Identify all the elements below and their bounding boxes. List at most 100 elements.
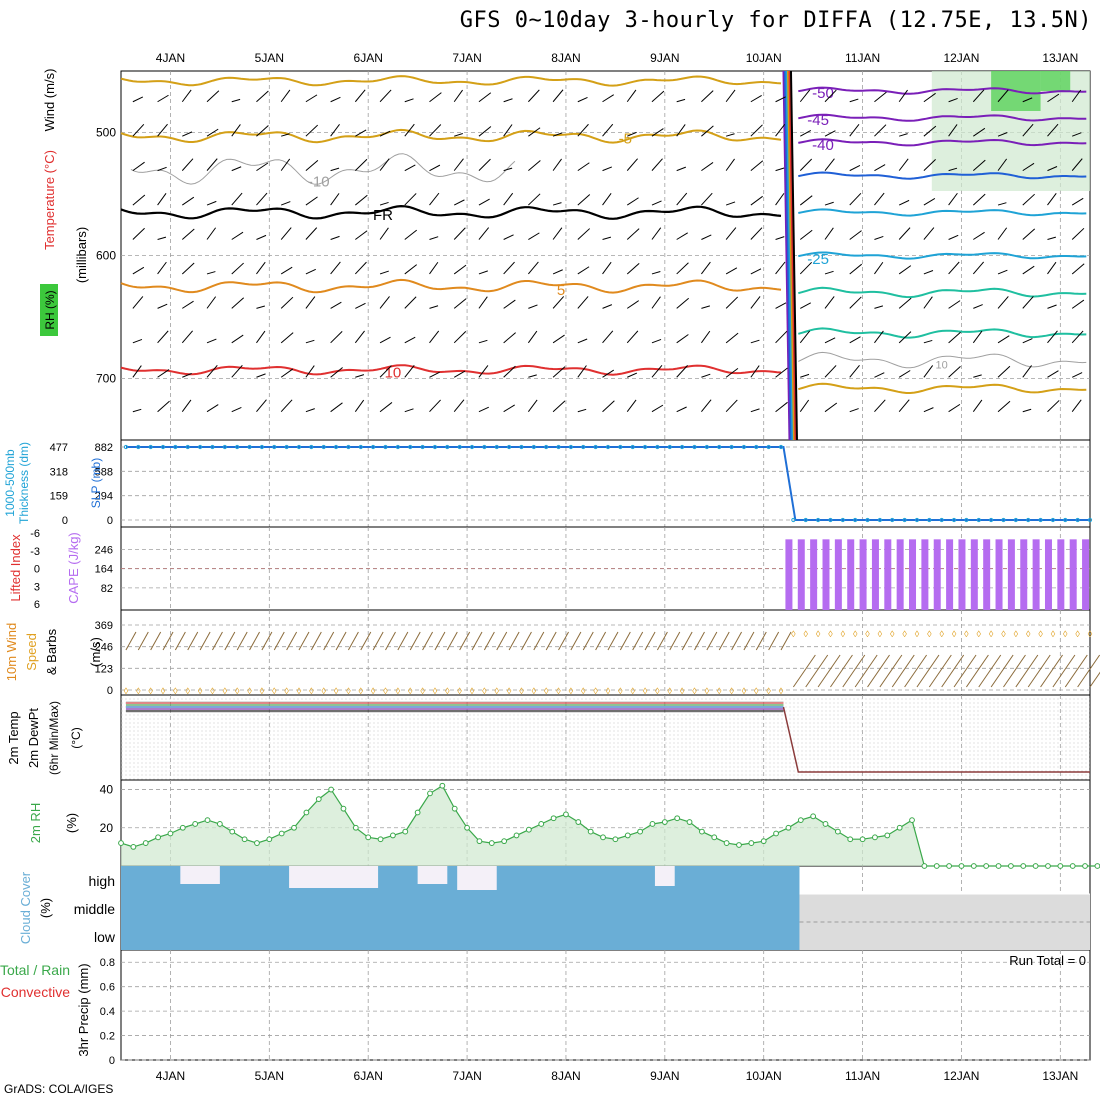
wind-barb: [397, 631, 409, 651]
rh-point: [365, 834, 372, 841]
wind-speed-marker: ◊: [618, 686, 623, 696]
upper-wind-barb: [676, 406, 687, 413]
upper-wind-barb: [354, 89, 366, 103]
upper-wind-barb: [231, 231, 244, 240]
rh-point: [439, 782, 446, 789]
upper-wind-barb: [355, 194, 368, 206]
upper-wind-barb: [454, 133, 463, 137]
upper-wind-barb: [305, 365, 315, 378]
upper-wind-barb: [972, 399, 983, 413]
cape-tick-label: 164: [95, 564, 113, 576]
temp-axis-label: 2m DewPt: [26, 708, 41, 768]
upper-wind-barb: [898, 89, 908, 103]
rh-point: [204, 817, 211, 824]
slp-marker: [1013, 517, 1018, 523]
temperature-contour-wall: [786, 70, 795, 441]
upper-wind-barb: [379, 270, 389, 275]
upper-wind-barb: [849, 364, 860, 378]
upper-wind-barb: [626, 89, 637, 103]
upper-wind-barb: [948, 300, 961, 309]
upper-wind-barb: [725, 267, 738, 275]
slp-marker: [729, 444, 734, 450]
lifted-index-tick-label: -6: [30, 528, 40, 540]
upper-wind-barb: [948, 403, 961, 413]
wind-speed-marker: ◊: [223, 686, 228, 696]
upper-wind-barb: [280, 399, 293, 413]
wind-speed-marker: ◊: [544, 686, 549, 696]
wind-barb: [830, 654, 853, 688]
wind-barb: [150, 631, 162, 651]
contour-label: -40: [812, 137, 834, 154]
rh-point: [550, 815, 557, 822]
upper-wind-barb: [898, 265, 912, 275]
wind-barb: [854, 654, 878, 688]
wind-speed-marker: ◊: [396, 686, 401, 696]
upper-wind-barb: [874, 124, 887, 137]
slp-marker: [284, 444, 289, 450]
x-tick-label-top: 5JAN: [255, 51, 284, 65]
wind-axis-label: 10m Wind: [4, 623, 19, 682]
lifted-index-tick-label: 6: [34, 599, 40, 611]
upper-wind-barb: [577, 228, 591, 240]
upper-wind-barb: [280, 296, 294, 309]
rh-point: [216, 821, 223, 827]
rh-point: [748, 840, 755, 846]
upper-wind-barb: [206, 296, 217, 309]
upper-wind-barb: [676, 98, 686, 103]
cloud-gap: [289, 866, 379, 888]
upper-wind-barb: [256, 330, 266, 344]
rh-point: [686, 819, 693, 825]
wind-barb: [904, 654, 928, 688]
thickness-tick-label: 318: [50, 466, 68, 478]
cape-axis-label: CAPE (J/kg): [66, 532, 81, 604]
wind-barb: [1077, 654, 1100, 688]
rh-point: [760, 838, 767, 845]
upper-wind-barb: [503, 299, 516, 309]
upper-wind-barb: [701, 330, 711, 344]
upper-wind-barb: [305, 196, 318, 206]
upper-wind-barb: [898, 370, 911, 378]
contour-label: -25: [807, 251, 829, 268]
rh-point: [995, 863, 1002, 869]
wind-speed-marker: ◊: [804, 629, 809, 639]
upper-wind-barb: [206, 271, 216, 275]
precip-tick-label: 0.8: [100, 957, 115, 969]
upper-wind-barb: [256, 261, 266, 275]
upper-wind-barb: [157, 400, 170, 413]
slp-marker: [494, 444, 499, 450]
wind-speed-marker: ◊: [235, 686, 240, 696]
wind-barb: [718, 631, 730, 651]
wind-speed-marker: ◊: [717, 686, 722, 696]
upper-wind-barb: [948, 192, 958, 206]
slp-marker: [395, 444, 400, 450]
upper-wind-barb: [898, 199, 910, 206]
rh-point: [538, 821, 545, 827]
rh-point: [390, 832, 396, 839]
upper-wind-barb: [181, 399, 192, 413]
rh-point: [847, 836, 854, 843]
upper-wind-barb: [503, 332, 516, 344]
upper-wind-barb: [800, 302, 811, 309]
upper-wind-barb: [354, 330, 365, 344]
upper-wind-barb: [182, 373, 192, 378]
slp-marker: [371, 444, 376, 450]
upper-wind-barb: [429, 92, 442, 103]
wind-barb: [212, 631, 223, 651]
wind-axis-label: Wind (m/s): [42, 69, 57, 132]
upper-wind-barb: [453, 370, 466, 378]
run-total-annotation: Run Total = 0: [1009, 953, 1086, 968]
x-tick-label-bottom: 6JAN: [354, 1069, 383, 1083]
upper-wind-barb: [256, 399, 267, 413]
upper-wind-barb: [824, 337, 836, 344]
upper-wind-barb: [330, 193, 340, 206]
slp-marker: [1026, 517, 1031, 523]
upper-wind-barb: [577, 365, 587, 378]
upper-wind-barb: [305, 227, 318, 240]
rh-point: [970, 863, 977, 869]
upper-wind-barb: [552, 334, 565, 344]
slp-marker: [556, 444, 561, 450]
upper-wind-barb: [725, 133, 735, 137]
upper-wind-barb: [626, 262, 640, 275]
upper-wind-barb: [602, 304, 613, 309]
contour-label: 10: [936, 360, 948, 372]
